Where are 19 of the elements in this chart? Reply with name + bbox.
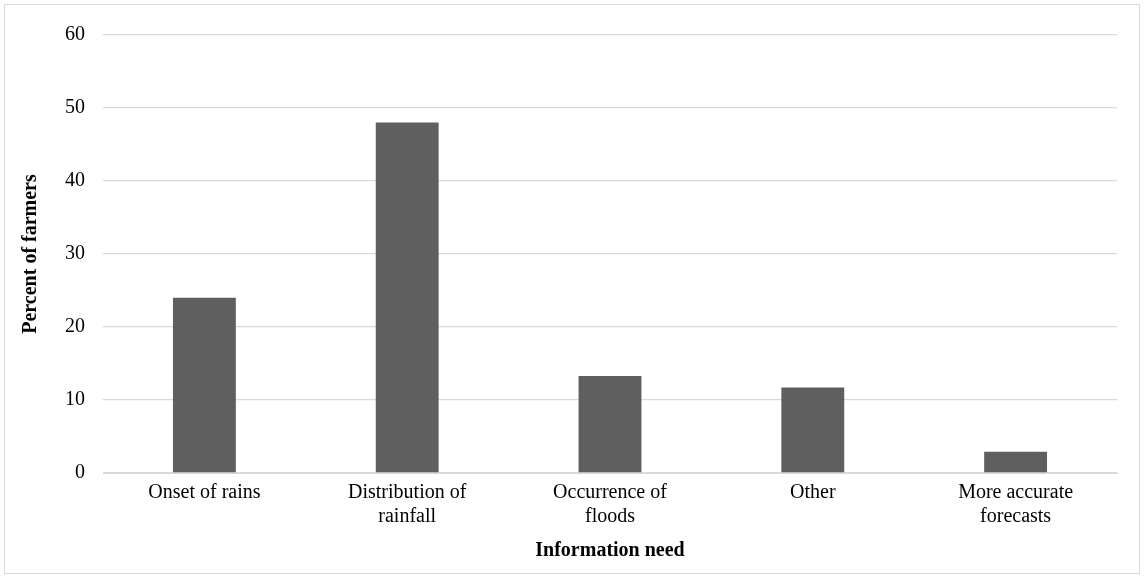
x-tick-label: Distribution of rainfall <box>348 480 467 527</box>
y-tick-label: 50 <box>65 95 85 118</box>
x-tick-label: Other <box>790 480 836 503</box>
y-tick-label: 0 <box>75 460 85 483</box>
y-tick-label: 40 <box>65 168 85 191</box>
x-tick-label: More accurate forecasts <box>958 480 1074 527</box>
bar <box>781 387 845 473</box>
bar <box>984 451 1048 473</box>
y-axis-title: Percent of farmers <box>18 174 41 334</box>
x-axis-title: Information need <box>535 538 685 561</box>
y-tick-label: 60 <box>65 22 85 45</box>
y-tick-label: 30 <box>65 241 85 264</box>
bar <box>172 297 236 473</box>
y-tick-label: 10 <box>65 387 85 410</box>
x-tick-label: Occurrence of floods <box>553 480 668 527</box>
y-tick-label: 20 <box>65 314 85 337</box>
bar <box>375 122 439 473</box>
bar <box>578 375 642 473</box>
x-tick-label: Onset of rains <box>148 480 261 503</box>
